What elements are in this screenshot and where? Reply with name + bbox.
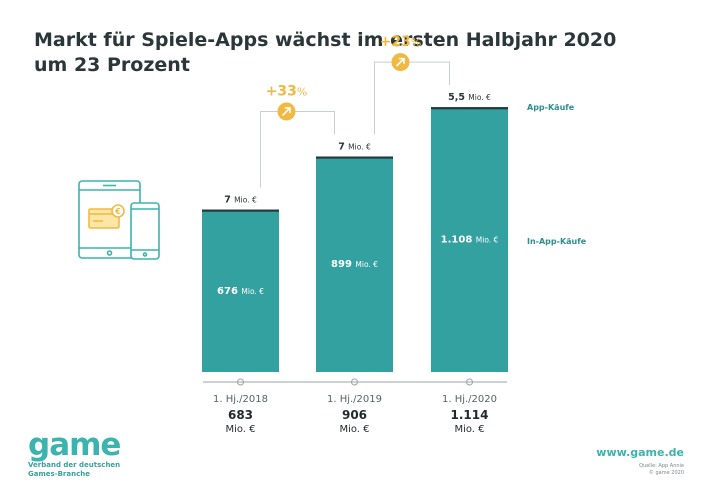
arrow-glyph-0 (282, 107, 291, 116)
label-app-1: 7 Mio. € (338, 141, 371, 152)
total-unit-1: Mio. € (339, 424, 369, 435)
logo-tagline-1: Verband der deutschen (28, 461, 121, 469)
label-in-app-2: 1.108 Mio. € (441, 235, 499, 246)
source-text: Quelle: App Annie (639, 463, 684, 469)
arrow-glyph-1 (396, 57, 405, 67)
x-tick-1: 1. Hj./2019 (327, 394, 382, 405)
x-tick-0: 1. Hj./2018 (213, 394, 268, 405)
legend-in-app: In-App-Käufe (527, 237, 587, 246)
growth-connector-1 (374, 61, 450, 135)
bar-in-app-2 (431, 107, 508, 372)
label-in-app-1: 899 Mio. € (331, 259, 378, 270)
label-app-0: 7 Mio. € (224, 195, 257, 206)
title-line-2: um 23 Prozent (34, 54, 190, 76)
growth-label-0: +33% (266, 83, 308, 99)
game-logo: game Verband der deutschen Games-Branche (28, 427, 121, 479)
total-value-0: 683 (228, 408, 253, 422)
website-link[interactable]: www.game.de (596, 446, 684, 459)
total-unit-0: Mio. € (225, 424, 255, 435)
bar-app-0 (202, 209, 279, 212)
label-app-2: 5,5 Mio. € (448, 92, 491, 103)
label-in-app-0: 676 Mio. € (217, 286, 264, 297)
x-tick-2: 1. Hj./2020 (442, 394, 497, 405)
growth-label-1: +23% (380, 34, 422, 50)
title-line-1: Markt für Spiele-Apps wächst im ersten H… (34, 29, 617, 51)
logo-wordmark: game (28, 427, 121, 463)
legend-app: App-Käufe (527, 103, 575, 112)
bar-app-2 (431, 107, 508, 110)
copyright-text: © game 2020 (648, 470, 684, 476)
logo-tagline-2: Games-Branche (28, 470, 90, 478)
svg-text:€: € (114, 207, 121, 216)
tablet-phone-icon: € (78, 180, 160, 260)
bar-app-1 (316, 156, 393, 159)
bar-in-app-1 (316, 156, 393, 372)
total-value-1: 906 (342, 408, 367, 422)
total-value-2: 1.114 (451, 408, 489, 422)
total-unit-2: Mio. € (454, 424, 484, 435)
bar-in-app-0 (202, 209, 279, 372)
chart-title: Markt für Spiele-Apps wächst im ersten H… (34, 28, 616, 78)
growth-connector-0 (260, 110, 335, 188)
source-credits: Quelle: App Annie © game 2020 (639, 463, 684, 477)
